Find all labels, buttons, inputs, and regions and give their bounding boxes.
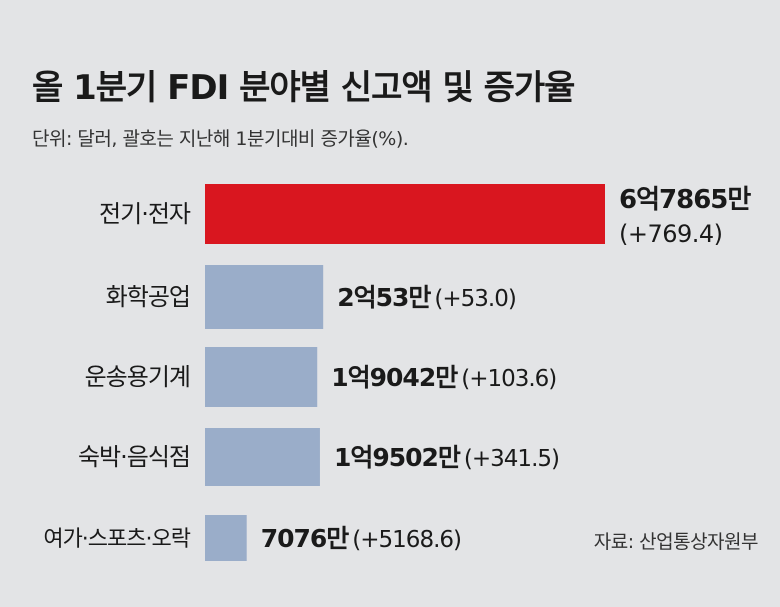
bar bbox=[205, 515, 247, 561]
category-label: 여가·스포츠·오락 bbox=[43, 527, 190, 552]
bar bbox=[205, 184, 605, 244]
growth-label: (+5168.6) bbox=[352, 527, 461, 553]
bar bbox=[205, 428, 320, 486]
growth-label: (+103.6) bbox=[461, 366, 556, 392]
bar-annotation: 7076만 (+5168.6) bbox=[261, 524, 461, 553]
bar-annotation: 1억9042만 (+103.6) bbox=[331, 363, 556, 392]
category-label: 화학공업 bbox=[106, 283, 190, 311]
bar-annotation: 2억53만 (+53.0) bbox=[337, 283, 516, 312]
chart-subtitle: 단위: 달러, 괄호는 지난해 1분기대비 증가율(%). bbox=[32, 128, 409, 150]
growth-label: (+53.0) bbox=[434, 286, 515, 312]
value-label: 1억9502만 bbox=[334, 443, 461, 472]
bar bbox=[205, 347, 318, 407]
value-label: 6억7865만 bbox=[619, 185, 751, 215]
source-note: 자료: 산업통상자원부 bbox=[593, 531, 759, 553]
value-label: 2억53만 bbox=[337, 283, 431, 312]
category-label: 숙박·음식점 bbox=[78, 443, 190, 471]
growth-label: (+769.4) bbox=[619, 220, 723, 248]
bar-annotation: 1억9502만 (+341.5) bbox=[334, 443, 559, 472]
chart-title: 올 1분기 FDI 분야별 신고액 및 증가율 bbox=[32, 68, 575, 108]
bar bbox=[205, 265, 324, 329]
value-label: 1억9042만 bbox=[331, 363, 458, 392]
category-label: 운송용기계 bbox=[85, 363, 190, 391]
category-label: 전기·전자 bbox=[99, 200, 191, 228]
growth-label: (+341.5) bbox=[464, 446, 559, 472]
value-label: 7076만 bbox=[261, 524, 350, 553]
